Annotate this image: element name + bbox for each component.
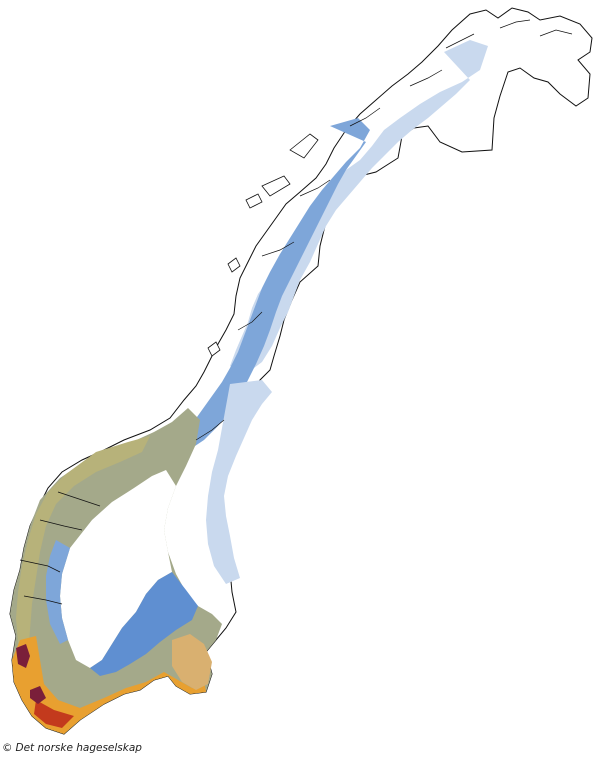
northern-islands <box>207 133 319 357</box>
zone-maroon-southwest <box>30 686 46 704</box>
zone-pale-blue-north <box>230 40 488 374</box>
zone-tan-oslofjord <box>172 634 212 690</box>
zone-pale-blue-central <box>206 380 272 584</box>
copyright-symbol: © <box>2 742 13 754</box>
zone-olive-west <box>16 436 150 676</box>
fjord-lines <box>19 19 573 605</box>
zone-red-south-tip <box>34 700 74 728</box>
zone-blue-mid <box>170 118 370 452</box>
zone-orange-south <box>12 636 206 734</box>
zone-maroon-west <box>16 644 30 668</box>
zone-mid-blue-ring <box>90 572 198 676</box>
zone-blue-west <box>46 540 70 644</box>
zone-white-mountains <box>60 470 176 668</box>
copyright-text: Det norske hageselskap <box>15 742 142 754</box>
copyright-credit: © Det norske hageselskap <box>2 742 142 754</box>
